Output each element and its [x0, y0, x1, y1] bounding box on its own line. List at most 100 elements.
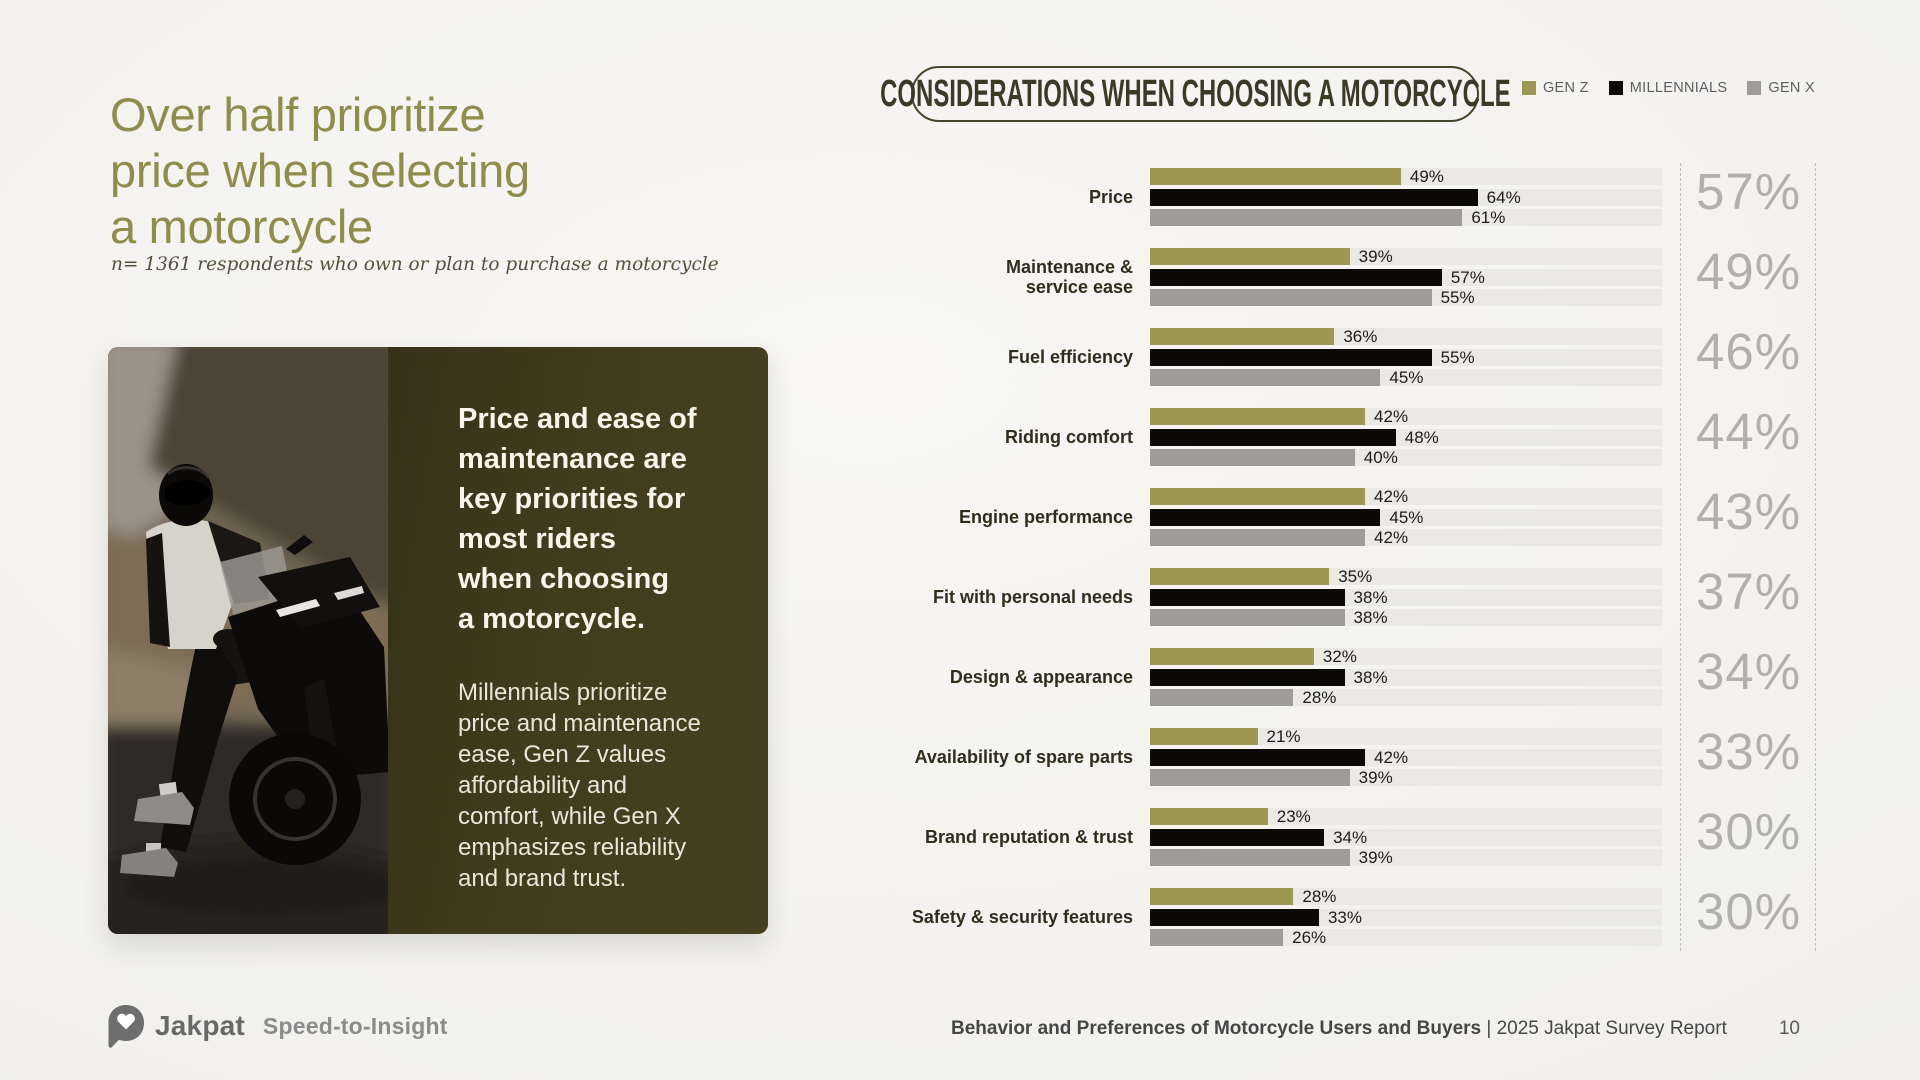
insight-heading: Price and ease of maintenance are key pr… [458, 403, 697, 635]
bar-line: 45% [1150, 369, 1662, 386]
legend-item: GEN X [1747, 80, 1815, 96]
bar-line: 55% [1150, 289, 1662, 306]
total-value: 49% [1696, 243, 1802, 300]
bar-value-label: 33% [1327, 907, 1362, 927]
category-label: Fuel efficiency [1007, 347, 1133, 367]
bar-line: 55% [1150, 347, 1662, 367]
bar-line: 57% [1150, 268, 1662, 286]
bar-line: 38% [1150, 609, 1662, 626]
bar-value-label: 34% [1333, 827, 1368, 847]
category-label: Availability of spare parts [914, 747, 1133, 767]
bar-gen-x [1150, 929, 1284, 946]
bar-gen-x [1150, 609, 1345, 626]
bar-value-label: 26% [1292, 928, 1327, 947]
bar-group: 35% 38% 38% [1150, 568, 1662, 626]
total-value: 33% [1696, 723, 1802, 780]
bar-group: 49% 64% 61% [1150, 168, 1662, 226]
bar-value-label: 45% [1389, 368, 1424, 387]
bar-line: 64% [1150, 188, 1662, 206]
rider-photo [108, 347, 388, 934]
bar-millennials [1150, 348, 1432, 366]
bar-line: 21% [1150, 728, 1662, 745]
bar-value-label: 42% [1374, 487, 1409, 506]
category-label: Fit with personal needs [932, 587, 1133, 607]
bar-line: 38% [1150, 587, 1662, 607]
bar-group: 21% 42% 39% [1150, 728, 1662, 786]
bar-millennials [1150, 268, 1442, 286]
bar-line: 42% [1150, 748, 1662, 766]
bar-line: 42% [1150, 408, 1662, 425]
bar-millennials [1150, 668, 1345, 686]
category-label: Maintenance & service ease [1005, 257, 1133, 297]
chart-title: CONSIDERATIONS WHEN CHOOSING A MOTORCYCL… [879, 72, 1511, 115]
footer-brand: Jakpat Speed-to-Insight [106, 1002, 448, 1050]
bar-millennials [1150, 428, 1396, 446]
bar-millennials [1150, 908, 1319, 926]
bar-line: 35% [1150, 568, 1662, 585]
bar-track [1150, 808, 1662, 825]
bar-line: 61% [1150, 209, 1662, 226]
bar-line: 32% [1150, 648, 1662, 665]
insight-body: Millennials prioritize price and mainten… [458, 679, 701, 892]
bar-gen-x [1150, 449, 1355, 466]
bar-value-label: 55% [1440, 347, 1475, 367]
jakpat-logo-icon [108, 1005, 144, 1048]
chart-row: Safety & security features 28% 33% 26% [905, 888, 1662, 946]
report-title-main: Behavior and Preferences of Motorcycle U… [951, 1018, 1482, 1039]
bar-line: 33% [1150, 907, 1662, 927]
bar-group: 32% 38% 28% [1150, 648, 1662, 706]
bar-value-label: 23% [1276, 807, 1311, 826]
bar-gen-z [1150, 648, 1314, 665]
bar-line: 49% [1150, 168, 1662, 185]
legend-swatch [1521, 81, 1536, 95]
bar-gen-z [1150, 408, 1366, 425]
bar-value-label: 61% [1471, 208, 1506, 227]
bar-value-label: 38% [1353, 608, 1388, 627]
category-label: Safety & security features [911, 907, 1133, 927]
bar-gen-z [1150, 488, 1366, 505]
brand-name: Jakpat [155, 1010, 245, 1041]
report-title-suffix: | 2025 Jakpat Survey Report [1481, 1018, 1727, 1039]
total-value: 37% [1696, 563, 1802, 620]
bar-value-label: 40% [1363, 448, 1398, 467]
bar-gen-x [1150, 289, 1432, 306]
bar-millennials [1150, 588, 1345, 606]
bar-value-label: 39% [1358, 768, 1393, 787]
bar-line: 39% [1150, 849, 1662, 866]
bar-gen-z [1150, 168, 1401, 185]
bar-value-label: 21% [1266, 727, 1301, 746]
bar-line: 36% [1150, 328, 1662, 345]
bar-value-label: 28% [1302, 688, 1337, 707]
bar-line: 38% [1150, 668, 1662, 686]
bar-group: 36% 55% 45% [1150, 328, 1662, 386]
bar-value-label: 39% [1358, 848, 1393, 867]
chart-legend: GEN Z MILLENNIALS GEN X [1495, 80, 1815, 96]
bar-value-label: 38% [1353, 587, 1388, 607]
bar-gen-x [1150, 769, 1350, 786]
bar-value-label: 48% [1404, 427, 1439, 447]
bar-line: 48% [1150, 427, 1662, 447]
bar-millennials [1150, 828, 1325, 846]
category-label: Engine performance [958, 507, 1133, 527]
bar-value-label: 42% [1374, 407, 1409, 426]
bar-millennials [1150, 748, 1366, 766]
bar-gen-z [1150, 248, 1350, 265]
total-value: 30% [1696, 883, 1802, 940]
category-label: Brand reputation & trust [924, 827, 1133, 847]
report-title: Behavior and Preferences of Motorcycle U… [951, 1018, 1727, 1040]
bar-value-label: 35% [1338, 567, 1373, 586]
chart-row: Fuel efficiency 36% 55% 45% [905, 328, 1662, 386]
bar-line: 28% [1150, 888, 1662, 905]
legend-label: GEN X [1768, 80, 1815, 96]
bar-gen-x [1150, 529, 1366, 546]
total-value: 57% [1696, 163, 1802, 220]
legend-item: MILLENNIALS [1608, 80, 1728, 96]
bar-line: 34% [1150, 827, 1662, 847]
bar-group: 42% 45% 42% [1150, 488, 1662, 546]
bar-line: 42% [1150, 488, 1662, 505]
brand-tagline: Speed-to-Insight [262, 1012, 448, 1039]
chart-rows: Price 49% 64% 61% Maintenance & service ease… [905, 168, 1662, 968]
bar-line: 39% [1150, 769, 1662, 786]
footer-report: Behavior and Preferences of Motorcycle U… [951, 1018, 1800, 1040]
